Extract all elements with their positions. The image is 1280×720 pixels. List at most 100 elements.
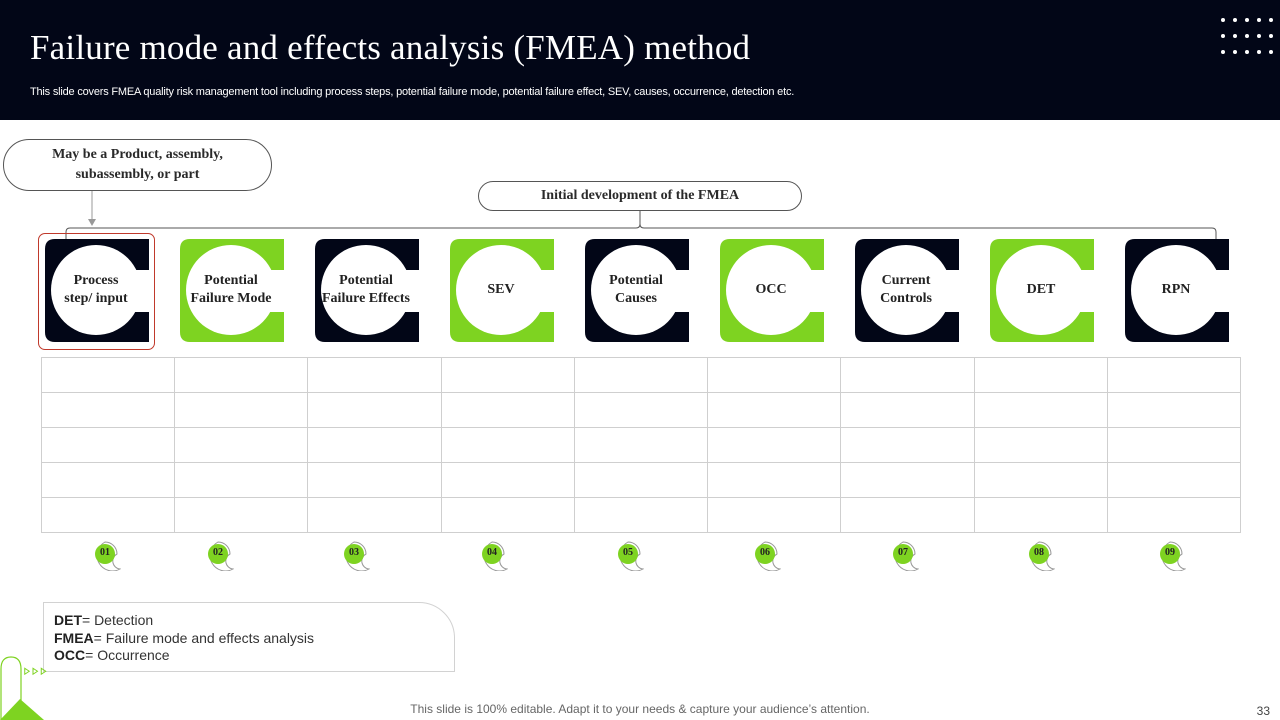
page-number: 33 <box>1256 704 1270 718</box>
table-row <box>40 462 1242 498</box>
step-label: RPN <box>1131 245 1221 335</box>
badge-drop-icon <box>893 541 919 571</box>
step-label: Potential Causes <box>591 245 681 335</box>
table-cell <box>573 497 709 533</box>
badge-drop-icon <box>618 541 644 571</box>
badge-number: 05 <box>623 547 633 558</box>
table-cell <box>440 392 575 428</box>
step-label: DET <box>996 245 1086 335</box>
step-label-line-1: RPN <box>1161 282 1191 297</box>
corner-decoration <box>0 656 47 720</box>
table-cell <box>440 497 575 533</box>
table-cell <box>440 427 575 463</box>
badge-number: 08 <box>1034 547 1044 558</box>
legend-term: DET <box>54 612 82 628</box>
table-cell <box>840 357 975 393</box>
table-cell <box>174 497 309 533</box>
step-label: SEV <box>456 245 546 335</box>
step-label-line-1: Potential <box>204 273 258 288</box>
table-row <box>40 497 1242 533</box>
table-cell <box>840 427 975 463</box>
table-cell <box>40 427 176 463</box>
initial-development-box: Initial development of the FMEA <box>478 181 802 211</box>
step-label-line-2: Causes <box>614 291 657 306</box>
step-number-badge: 07 <box>891 541 919 571</box>
table-cell <box>174 427 309 463</box>
step-number-badge: 05 <box>616 541 644 571</box>
step-card: Potential Failure Effects <box>315 239 419 342</box>
step-card: OCC <box>720 239 824 342</box>
table-cell <box>707 427 842 463</box>
step-label-line-2: Controls <box>880 291 932 306</box>
table-row <box>40 392 1242 428</box>
step-card: Potential Causes <box>585 239 689 342</box>
step-number-badge: 01 <box>93 541 121 571</box>
step-label-line-1: Process <box>73 273 119 288</box>
badge-number: 02 <box>213 547 223 558</box>
table-cell <box>40 357 176 393</box>
step-number-badge: 03 <box>342 541 370 571</box>
step-c-shape <box>180 239 284 342</box>
step-c-shape <box>315 239 419 342</box>
callout-line-2: subassembly, or part <box>75 167 200 182</box>
table-cell <box>40 392 176 428</box>
footer-note: This slide is 100% editable. Adapt it to… <box>410 702 870 716</box>
table-cell <box>840 392 975 428</box>
table-cell <box>1106 427 1242 463</box>
badge-drop-icon <box>1029 541 1055 571</box>
step-c-shape <box>450 239 554 342</box>
step-c-shape <box>990 239 1094 342</box>
table-cell <box>707 462 842 498</box>
step-card: Process step/ input <box>45 239 149 342</box>
badge-drop-icon <box>95 541 121 571</box>
step-label-line-1: Current <box>881 273 931 288</box>
badge-number: 03 <box>349 547 359 558</box>
step-c-shape <box>45 239 149 342</box>
step-label: Potential Failure Effects <box>321 245 411 335</box>
table-cell <box>573 462 709 498</box>
legend-term: OCC <box>54 647 86 663</box>
table-cell <box>307 462 442 498</box>
step-label-line-1: Potential <box>339 273 393 288</box>
legend-row: FMEA= Failure mode and effects analysis <box>54 630 454 648</box>
badge-number: 09 <box>1165 547 1175 558</box>
legend-definition: = Failure mode and effects analysis <box>93 629 315 646</box>
table-cell <box>40 497 176 533</box>
callout-arrowhead <box>88 219 96 226</box>
step-label: Process step/ input <box>51 245 141 335</box>
step-number-badge: 02 <box>206 541 234 571</box>
table-cell <box>973 462 1108 498</box>
badge-drop-icon <box>1160 541 1186 571</box>
table-cell <box>1106 392 1242 428</box>
table-cell <box>707 357 842 393</box>
table-cell <box>174 357 309 393</box>
legend-row: DET= Detection <box>54 612 454 630</box>
header-banner: Failure mode and effects analysis (FMEA)… <box>0 0 1280 120</box>
badge-number: 06 <box>760 547 770 558</box>
table-cell <box>307 392 442 428</box>
callout-box: May be a Product, assembly, subassembly,… <box>3 139 272 191</box>
table-cell <box>573 427 709 463</box>
step-card: RPN <box>1125 239 1229 342</box>
step-number-badge: 08 <box>1027 541 1055 571</box>
step-label-line-1: Potential <box>609 273 663 288</box>
badge-drop-icon <box>344 541 370 571</box>
step-c-shape <box>855 239 959 342</box>
step-card: SEV <box>450 239 554 342</box>
table-row <box>40 357 1242 393</box>
badge-number: 01 <box>100 547 110 558</box>
table-cell <box>440 462 575 498</box>
step-label-line-2: step/ input <box>64 291 128 306</box>
badge-drop-icon <box>482 541 508 571</box>
table-cell <box>573 357 709 393</box>
step-label-line-2: Failure Mode <box>190 291 272 306</box>
table-cell <box>973 392 1108 428</box>
step-card: Current Controls <box>855 239 959 342</box>
step-card: Potential Failure Mode <box>180 239 284 342</box>
table-cell <box>840 462 975 498</box>
slide-subtitle: This slide covers FMEA quality risk mana… <box>30 86 795 98</box>
step-label: Current Controls <box>861 245 951 335</box>
step-label: Potential Failure Mode <box>186 245 276 335</box>
slide-title: Failure mode and effects analysis (FMEA)… <box>30 28 751 67</box>
table-cell <box>174 462 309 498</box>
